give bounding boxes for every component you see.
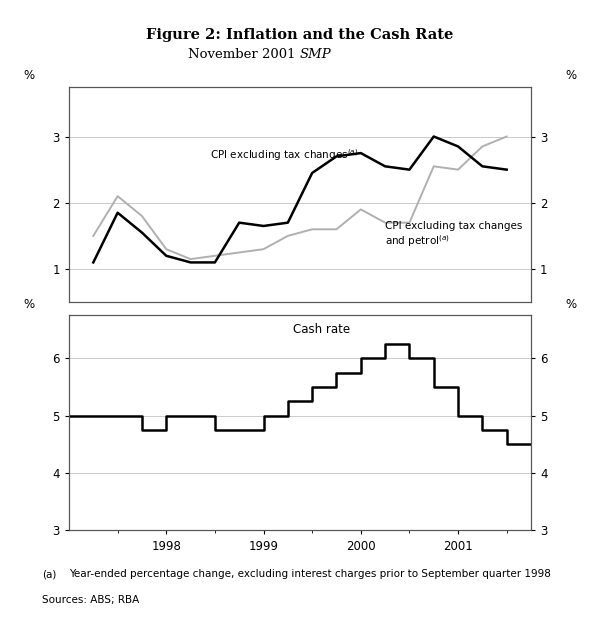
Text: CPI excluding tax changes$^{(a)}$: CPI excluding tax changes$^{(a)}$: [210, 147, 359, 163]
Text: (a): (a): [42, 569, 56, 579]
Text: Figure 2: Inflation and the Cash Rate: Figure 2: Inflation and the Cash Rate: [146, 28, 454, 42]
Text: %: %: [566, 298, 577, 311]
Text: Sources: ABS; RBA: Sources: ABS; RBA: [42, 595, 139, 605]
Text: Year-ended percentage change, excluding interest charges prior to September quar: Year-ended percentage change, excluding …: [69, 569, 551, 579]
Text: %: %: [566, 69, 577, 82]
Text: CPI excluding tax changes
and petrol$^{(a)}$: CPI excluding tax changes and petrol$^{(…: [385, 221, 523, 249]
Text: %: %: [23, 298, 34, 311]
Text: November 2001: November 2001: [188, 48, 300, 60]
Text: Cash rate: Cash rate: [293, 323, 350, 336]
Text: SMP: SMP: [300, 48, 332, 60]
Text: %: %: [23, 69, 34, 82]
